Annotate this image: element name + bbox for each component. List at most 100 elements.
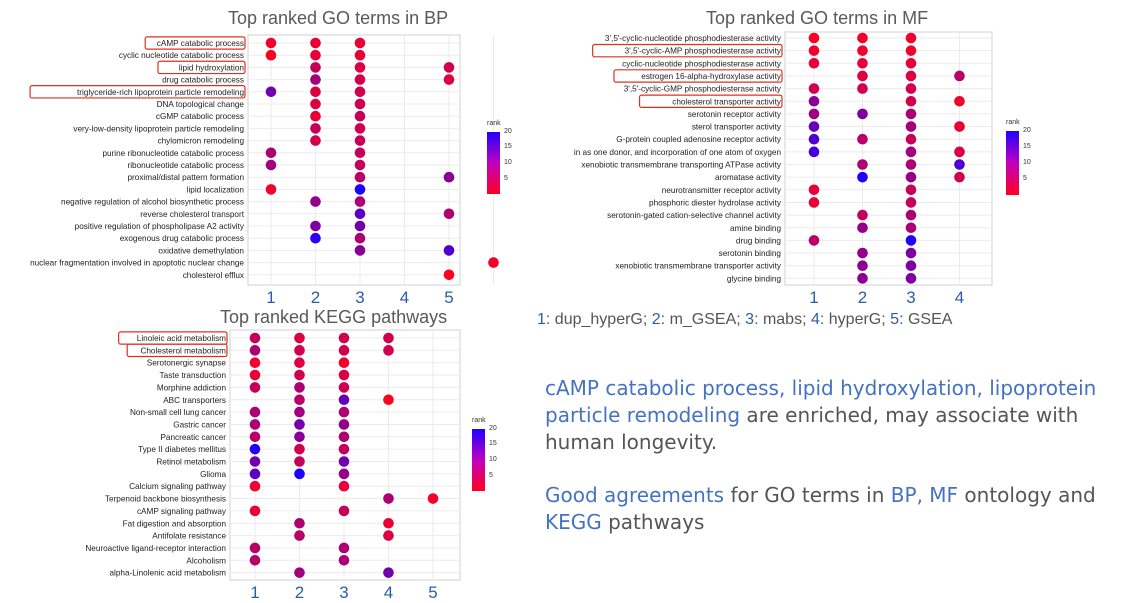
mf-legend-tick: 10 bbox=[1023, 159, 1031, 166]
data-point bbox=[249, 468, 261, 480]
data-point bbox=[354, 245, 366, 256]
data-point bbox=[294, 369, 305, 381]
data-point bbox=[294, 345, 305, 356]
data-point bbox=[354, 159, 366, 171]
highlight-box bbox=[157, 60, 246, 75]
category-label: aromatase activity bbox=[715, 173, 782, 182]
data-point bbox=[808, 108, 820, 120]
x-tick-label: 3 bbox=[906, 288, 915, 307]
data-point bbox=[905, 171, 917, 183]
data-point bbox=[249, 345, 261, 356]
bp-legend-colorbar bbox=[487, 132, 500, 194]
mf-legend-title: rank bbox=[1006, 119, 1020, 126]
caption-label: dup_hyperG; bbox=[554, 311, 648, 328]
category-label: Type II diabetes mellitus bbox=[138, 445, 226, 454]
data-point bbox=[857, 260, 868, 271]
data-point bbox=[310, 86, 321, 98]
category-label: negative regulation of alcohol biosynthe… bbox=[61, 198, 244, 207]
data-point bbox=[310, 74, 321, 85]
category-label: in as one donor, and incorporation of on… bbox=[574, 148, 782, 157]
category-label: drug catabolic process bbox=[162, 76, 244, 85]
data-point bbox=[905, 45, 917, 56]
data-point bbox=[383, 517, 394, 529]
data-point bbox=[427, 493, 439, 504]
plot-frame bbox=[247, 34, 461, 286]
agreement-highlight: Good agreements bbox=[545, 483, 725, 507]
category-label: proximal/distal pattern formation bbox=[128, 173, 245, 182]
finding-text: are enriched, may associate with human l… bbox=[545, 403, 1079, 454]
kegg-legend-tick: 20 bbox=[489, 425, 497, 432]
data-point bbox=[338, 357, 350, 368]
category-label: Antifolate resistance bbox=[152, 532, 226, 541]
data-point bbox=[249, 369, 261, 381]
data-point bbox=[905, 32, 917, 44]
data-point bbox=[249, 480, 261, 492]
data-point bbox=[338, 345, 350, 356]
category-label: drug binding bbox=[736, 236, 782, 245]
data-point bbox=[383, 530, 394, 541]
x-tick-label: 3 bbox=[355, 288, 364, 307]
data-point bbox=[265, 184, 277, 195]
category-label: 3',5'-cyclic-GMP phosphodiesterase activ… bbox=[624, 85, 782, 94]
finding-highlight: cAMP catabolic process, lipid hydroxylat… bbox=[545, 376, 1097, 427]
data-point bbox=[249, 332, 261, 344]
bp-legend-title: rank bbox=[487, 120, 501, 127]
data-point bbox=[310, 220, 321, 232]
category-label: sterol transporter activity bbox=[692, 123, 782, 132]
data-point bbox=[310, 37, 321, 49]
data-point bbox=[905, 184, 917, 196]
data-point bbox=[354, 171, 366, 183]
highlight-box bbox=[144, 36, 246, 50]
data-point bbox=[954, 171, 965, 183]
data-point bbox=[354, 37, 366, 49]
data-point bbox=[249, 443, 261, 455]
agreement-note: Good agreements for GO terms in BP, MF o… bbox=[545, 482, 1125, 536]
x-tick-label: 4 bbox=[384, 583, 393, 602]
data-point bbox=[249, 406, 261, 418]
agreement-text: pathways bbox=[601, 510, 705, 534]
category-label: cholesterol transporter activity bbox=[672, 97, 782, 106]
category-label: G-protein coupled adenosine receptor act… bbox=[616, 135, 782, 144]
data-point bbox=[354, 110, 366, 122]
category-label: Terpenoid backbone biosynthesis bbox=[105, 495, 226, 504]
data-point bbox=[354, 62, 366, 73]
kegg-legend-colorbar bbox=[472, 429, 485, 491]
x-tick-label: 1 bbox=[266, 288, 275, 307]
category-label: lipid hydroxylation bbox=[179, 63, 245, 72]
x-tick-label: 5 bbox=[428, 583, 437, 602]
category-label: Non-small cell lung cancer bbox=[130, 408, 226, 417]
data-point bbox=[354, 135, 366, 146]
data-point bbox=[265, 159, 277, 171]
category-label: exogenous drug catabolic process bbox=[120, 234, 244, 243]
x-tick-label: 1 bbox=[250, 583, 259, 602]
category-label: Linoleic acid metabolism bbox=[137, 334, 226, 343]
data-point bbox=[808, 58, 820, 69]
caption-num: 5 bbox=[890, 311, 900, 328]
data-point bbox=[808, 133, 820, 145]
data-point bbox=[249, 431, 261, 443]
data-point bbox=[443, 74, 455, 85]
data-point bbox=[294, 382, 305, 393]
data-point bbox=[294, 443, 305, 455]
category-label: estrogen 16-alpha-hydroxylase activity bbox=[641, 72, 782, 81]
data-point bbox=[954, 146, 965, 158]
data-point bbox=[808, 45, 820, 56]
data-point bbox=[905, 83, 917, 94]
agreement-text: ontology and bbox=[958, 483, 1096, 507]
data-point bbox=[338, 443, 350, 455]
caption-num: 1 bbox=[537, 311, 546, 328]
category-label: very-low-density lipoprotein particle re… bbox=[73, 124, 244, 133]
data-point bbox=[249, 542, 261, 554]
data-point bbox=[905, 273, 917, 284]
data-point bbox=[338, 431, 350, 443]
data-point bbox=[338, 332, 350, 344]
x-tick-label: 2 bbox=[295, 583, 304, 602]
data-point bbox=[808, 121, 820, 132]
bp-legend-tick: 5 bbox=[504, 175, 508, 182]
category-label: Neuroactive ligand-receptor interaction bbox=[85, 544, 226, 553]
category-label: ribonucleotide catabolic process bbox=[127, 161, 244, 170]
data-point bbox=[310, 110, 321, 122]
data-point bbox=[857, 222, 868, 234]
highlight-box bbox=[592, 43, 783, 58]
data-point bbox=[294, 517, 305, 529]
